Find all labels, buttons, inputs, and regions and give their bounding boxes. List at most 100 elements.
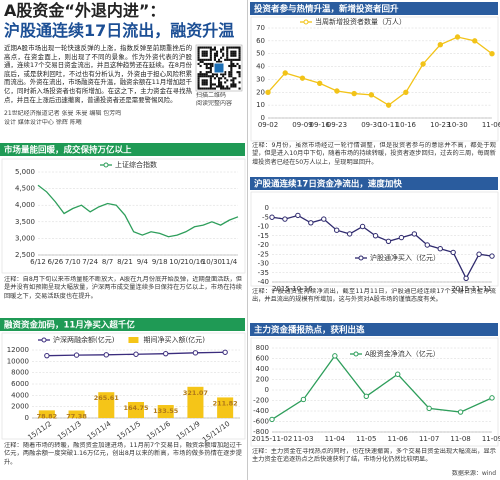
qr-cell <box>215 85 219 88</box>
qr-cell <box>209 79 212 82</box>
qr-cell <box>201 73 204 76</box>
qr-cell <box>218 60 221 63</box>
y-tick-label: 0 <box>261 114 265 122</box>
qr-cell <box>207 58 210 61</box>
legend-marker <box>303 19 309 25</box>
y-tick-label: 2,500 <box>15 251 35 259</box>
marker <box>368 92 375 98</box>
qr-cell <box>220 81 223 84</box>
qr-cell <box>222 48 225 51</box>
qr-cell <box>234 58 237 61</box>
marker <box>334 227 340 233</box>
qr-cell <box>203 75 206 78</box>
qr-cell <box>197 46 200 49</box>
x-tick-label: 10/16 <box>184 258 205 266</box>
qr-cell <box>203 62 206 65</box>
x-tick-label: 10-11 <box>378 121 398 129</box>
qr-cell <box>199 87 202 90</box>
qr-cell <box>226 85 229 88</box>
marker <box>437 246 443 252</box>
qr-cell <box>232 81 235 84</box>
y-tick-label: 0 <box>265 204 269 212</box>
x-tick-label: 9/4 <box>137 258 149 266</box>
marker <box>454 34 461 40</box>
qr-cell <box>205 83 208 86</box>
qr-cell <box>220 83 223 86</box>
qr-cell <box>215 75 219 78</box>
y-tick-label: -40 <box>258 278 269 286</box>
qr-cell <box>238 52 241 55</box>
qr-cell <box>238 75 241 78</box>
bar-value-label: 321.07 <box>183 389 208 397</box>
bar-value-label: 211.82 <box>213 399 238 407</box>
chart-frame <box>250 191 499 287</box>
marker <box>372 233 379 239</box>
qr-cell <box>211 73 214 76</box>
x-tick-label: 11-05 <box>356 435 376 443</box>
x-tick-label: 10/30 <box>202 258 222 266</box>
legend-swatch <box>128 337 139 343</box>
marker <box>411 231 418 237</box>
marker <box>385 238 392 245</box>
marker <box>489 51 495 57</box>
legend-label: 上证综合指数 <box>115 160 157 169</box>
section-header <box>250 323 498 336</box>
x-tick-label: 7/10 <box>65 258 81 266</box>
qr-cell <box>215 50 219 53</box>
qr-cell <box>222 54 225 57</box>
marker <box>308 220 314 226</box>
qr-cell <box>234 83 237 86</box>
qr-cell <box>209 77 212 80</box>
note: 注释：沪股通资金持续净流出，截至11月11日，沪股通已经连续17个交易日资金净流… <box>252 288 496 304</box>
qr-cell <box>209 56 212 59</box>
note: 注释：主力资金在寻找热点的同时，也在快速撤离，多个交易日资金出现大幅流出，显示主… <box>252 448 496 462</box>
qr-cell <box>211 83 214 86</box>
x-tick-label: 7/24 <box>82 258 98 266</box>
x-tick-label: 15/11/6 <box>145 419 172 441</box>
qr-cell <box>232 79 235 82</box>
y-tick-label: -25 <box>258 250 269 258</box>
qr-cell <box>209 64 212 68</box>
legend-marker <box>103 162 109 168</box>
qr-cell <box>203 79 206 82</box>
x-tick-label: 15/11/5 <box>116 420 143 442</box>
qr-cell <box>234 52 237 55</box>
marker <box>346 231 353 237</box>
marker <box>457 409 464 415</box>
qr-cell <box>224 71 227 74</box>
marker <box>472 38 478 44</box>
x-tick-label: 09-16 <box>310 121 331 129</box>
marker <box>265 89 271 95</box>
qr-cell <box>197 81 200 84</box>
bar-value-label: 78.82 <box>37 412 58 420</box>
qr-cell <box>213 58 216 61</box>
y-tick-label: -10 <box>258 223 269 231</box>
bar-value-label: 133.55 <box>153 407 179 415</box>
qr-cell <box>209 75 212 78</box>
qr-cell <box>220 56 223 59</box>
byline: 设计 媒体设计中心 徐辉 陈曦 <box>4 119 82 126</box>
qr-cell <box>238 56 241 59</box>
bar <box>127 401 145 418</box>
qr-cell <box>220 73 223 76</box>
x-tick-label: 11-03 <box>293 435 313 443</box>
qr-cell <box>205 50 208 53</box>
x-tick-label: 15/11/10 <box>201 420 231 445</box>
qr-cell <box>197 62 200 65</box>
x-tick-label: 11-07 <box>419 435 439 443</box>
qr-cell <box>209 71 212 74</box>
qr-cell <box>205 46 208 49</box>
qr-cell <box>205 71 208 74</box>
marker <box>426 405 432 412</box>
x-tick-label: 15/11/3 <box>56 420 83 442</box>
qr-cell <box>207 71 210 74</box>
legend-label: 沪深两融余额(亿元) <box>53 335 115 344</box>
y-tick-label: -800 <box>253 428 269 436</box>
qr-cell <box>232 64 235 68</box>
qr-cell <box>232 83 235 86</box>
marker <box>73 352 80 358</box>
note: 注释：自8月下旬以来市场量能不断放大，A股在九月份底开始反弹，近期盘面活跃，但是… <box>4 276 242 300</box>
qr-cell <box>228 75 231 78</box>
